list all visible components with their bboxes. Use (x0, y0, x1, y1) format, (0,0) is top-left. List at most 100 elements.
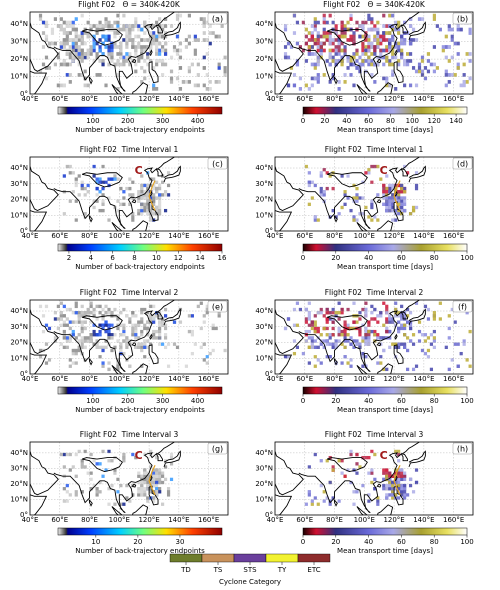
map-cell (400, 323, 404, 327)
map-cell (355, 186, 359, 191)
colorbar-label: Mean transport time [days] (337, 263, 433, 271)
map-cell (208, 41, 212, 46)
map-cell (310, 326, 314, 331)
map-cell (122, 339, 126, 343)
coastline (53, 157, 175, 230)
map-cell (107, 218, 111, 222)
map-cell (131, 333, 135, 337)
map-cell (146, 186, 150, 191)
map-cell (152, 471, 156, 475)
map-cell (376, 164, 380, 169)
map-cell (406, 62, 410, 67)
map-cell (80, 459, 84, 463)
map-cell (334, 345, 338, 350)
map-cell (322, 499, 326, 503)
map-cell (358, 326, 362, 331)
map-cell (420, 333, 425, 337)
map-cell (86, 183, 90, 188)
map-cell (178, 55, 183, 60)
colorbar-tick-label: 80 (430, 538, 439, 546)
letter-box (452, 300, 473, 313)
map-cell (432, 311, 436, 315)
map-cell (128, 52, 132, 56)
coastline (163, 165, 181, 183)
panel-title: Flight F02 Time Interval 2 (325, 288, 424, 297)
map-cell (205, 87, 209, 91)
map-cell (41, 31, 46, 35)
map-cell (137, 345, 141, 350)
map-cell (370, 317, 374, 321)
map-cell (158, 329, 162, 334)
coastline (333, 358, 338, 366)
map-cell (432, 336, 436, 340)
x-tick-label: 100°E (354, 232, 375, 240)
x-tick-label: 40°E (22, 375, 39, 383)
map-cell (379, 311, 383, 315)
x-tick-label: 120°E (138, 232, 159, 240)
map-cell (223, 69, 227, 74)
map-cell (358, 345, 362, 350)
colorbar-tick-label: 200 (121, 117, 134, 125)
map-cell (382, 13, 386, 18)
map-cell (80, 329, 84, 334)
map-cell (370, 59, 374, 63)
map-cell (169, 69, 174, 74)
map-cell (140, 474, 144, 478)
map-cell (361, 45, 365, 49)
map-cell (65, 31, 69, 35)
map-cell (74, 34, 78, 39)
map-cell (319, 186, 323, 191)
map-cell (140, 348, 144, 353)
map-cell (163, 62, 168, 67)
map-cell (292, 351, 297, 356)
map-border (29, 299, 229, 375)
map-cell (137, 27, 141, 32)
panel: Flight F02 Time Interval 140°E 60°E 80°E 10… (255, 145, 473, 271)
map-cell (408, 483, 413, 488)
map-cell (316, 20, 320, 25)
map-cell (385, 31, 389, 35)
map-cell (98, 490, 102, 494)
map-cell (163, 48, 168, 53)
map-cell (143, 183, 147, 188)
map-cell (391, 474, 395, 478)
map-cell (104, 304, 108, 309)
map-cell (391, 205, 395, 210)
map-cell (92, 205, 96, 210)
map-cell (340, 205, 344, 210)
map-cell (337, 38, 341, 42)
map (30, 442, 228, 515)
map-cell (134, 333, 138, 337)
map-cell (391, 320, 395, 324)
map-cell (385, 311, 389, 315)
y-tick-label: 20°N (255, 55, 273, 63)
panel: Flight F02 Time Interval 140°E 60°E 80°E 10… (10, 145, 229, 271)
map-cell (444, 69, 448, 74)
map-cell (143, 190, 147, 194)
map-cell (161, 342, 165, 346)
map-cell (119, 348, 123, 353)
y-tick-label: 40°N (10, 164, 28, 172)
map-cell (352, 215, 356, 219)
map-cell (68, 24, 72, 28)
map-cell (361, 364, 365, 368)
coastline (132, 82, 149, 94)
map-cell (140, 329, 144, 334)
map-cell (128, 193, 132, 197)
map-cell (406, 171, 410, 175)
map-cell (307, 317, 311, 321)
map-cell (107, 361, 111, 365)
map-cell (83, 52, 87, 56)
map-cell (382, 468, 386, 472)
map-cell (367, 215, 371, 219)
map-cell (143, 24, 147, 28)
map-cell (414, 480, 419, 485)
map-cell (68, 468, 72, 472)
map-cell (166, 487, 171, 491)
map-cell (340, 34, 344, 39)
map-cell (313, 66, 317, 70)
map-cell (62, 212, 66, 216)
map-cell (358, 333, 362, 337)
map-cell (310, 339, 314, 343)
map-cell (92, 329, 96, 334)
